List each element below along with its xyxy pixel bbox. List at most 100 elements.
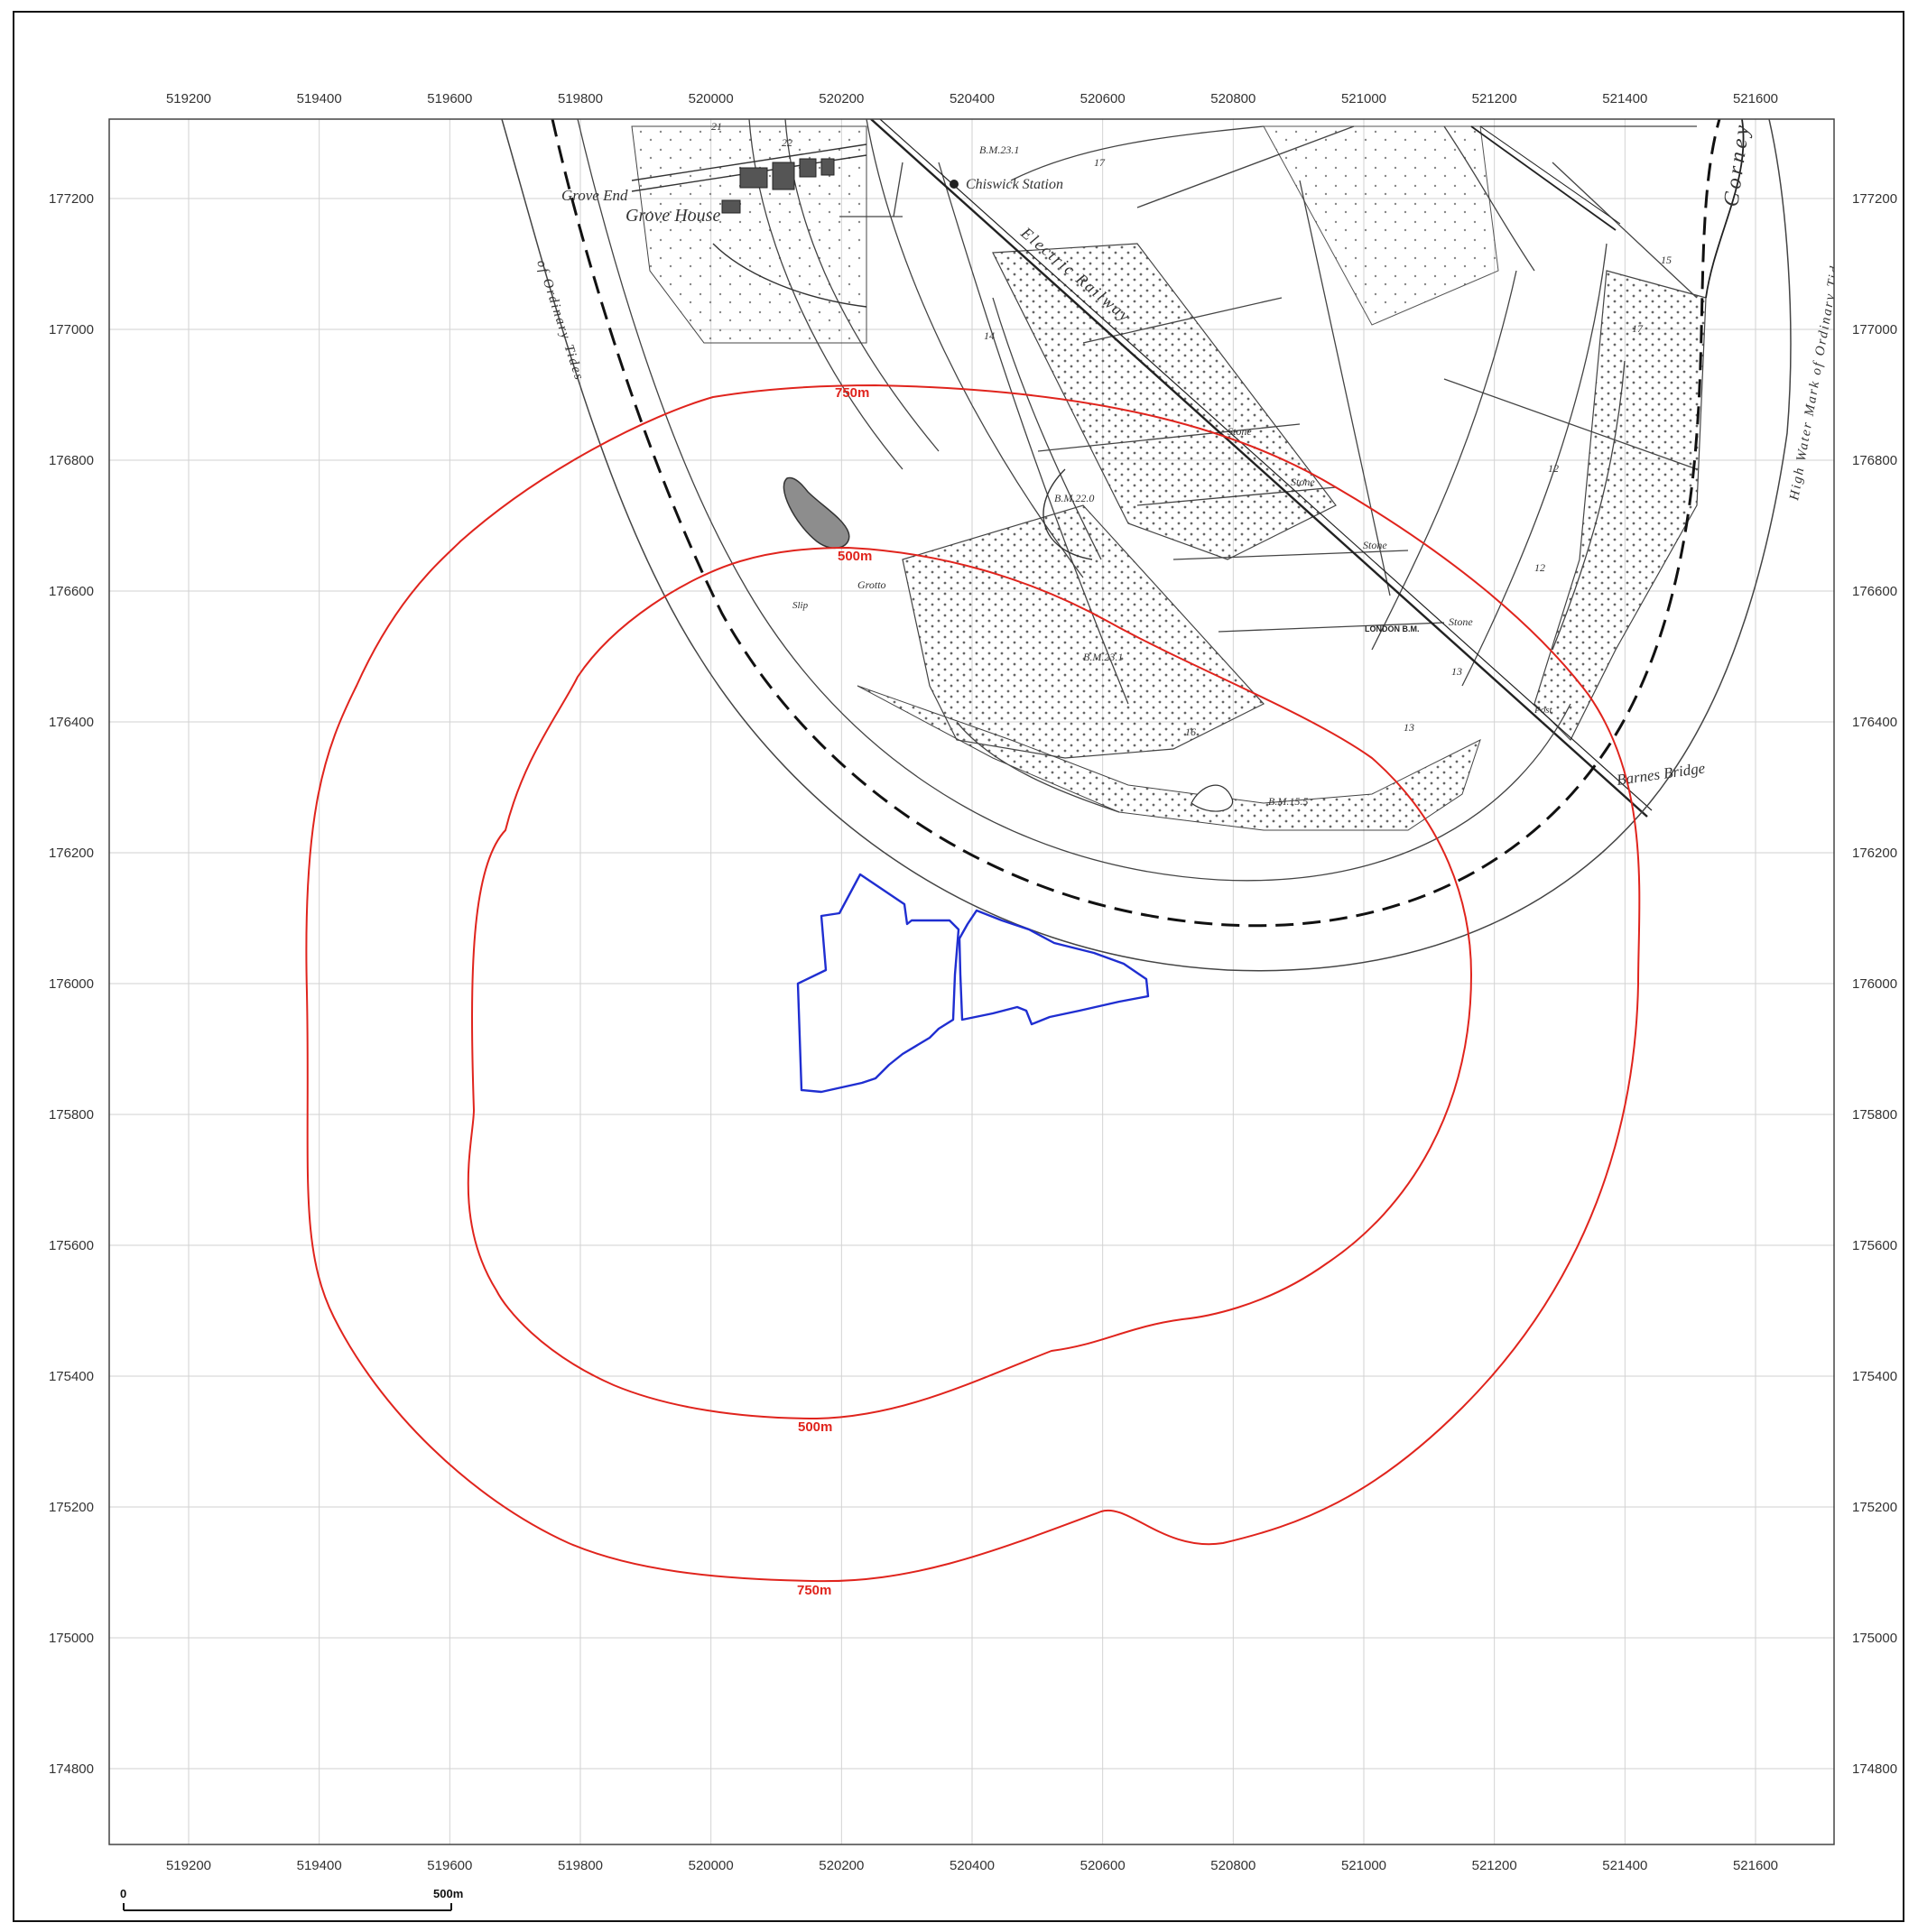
fields-north xyxy=(1263,125,1499,326)
label-high-water-mark: High Water Mark of Ordinary Tides xyxy=(1787,249,1846,503)
label-chiswick-station: Chiswick Station xyxy=(966,177,1063,192)
easting-label: 519200 xyxy=(166,1858,211,1873)
label-plot-12: 12 xyxy=(1548,462,1559,475)
northing-label: 175600 xyxy=(1852,1238,1897,1253)
easting-label: 519600 xyxy=(427,91,472,106)
easting-label: 521000 xyxy=(1341,1858,1386,1873)
lake xyxy=(783,476,850,550)
northing-labels-left: 177200 177000 176800 176600 176400 176200 1760… xyxy=(49,191,94,1777)
northing-label: 176600 xyxy=(49,584,94,599)
easting-label: 520400 xyxy=(950,91,995,106)
label-plot-21: 21 xyxy=(711,120,722,133)
northing-label: 176800 xyxy=(49,453,94,468)
easting-label: 520200 xyxy=(819,91,864,106)
label-barnes-bridge: Barnes Bridge xyxy=(1616,759,1707,789)
label-plot-13b: 13 xyxy=(1404,721,1414,734)
scale-start-label: 0 xyxy=(120,1887,126,1900)
northing-label: 175800 xyxy=(1852,1107,1897,1123)
label-post: Post xyxy=(1533,705,1553,716)
railway-line xyxy=(870,119,1653,818)
northing-label: 175800 xyxy=(49,1107,94,1123)
northing-label: 175000 xyxy=(1852,1631,1897,1646)
grove-house-buildings xyxy=(721,158,835,214)
label-bm-low: B.M.23.1 xyxy=(1083,651,1123,663)
label-bm-top: B.M.23.1 xyxy=(979,143,1019,156)
label-ordinary-tides: of Ordinary Tides xyxy=(533,258,587,383)
map-border xyxy=(108,118,1835,1845)
northing-label: 175200 xyxy=(49,1500,94,1515)
buffer-label-750m-bottom: 750m xyxy=(797,1583,831,1598)
northing-label: 176400 xyxy=(49,715,94,730)
northing-label: 175400 xyxy=(49,1369,94,1384)
northing-label: 176200 xyxy=(1852,846,1897,861)
label-plot-13: 13 xyxy=(1451,665,1462,678)
easting-label: 520000 xyxy=(689,91,734,106)
northing-labels-right: 177200 177000 176800 176600 176400 176200 1760… xyxy=(1852,191,1897,1777)
label-stone-1: Stone xyxy=(1228,425,1252,438)
easting-label: 521600 xyxy=(1733,91,1778,106)
easting-label: 520400 xyxy=(950,1858,995,1873)
historic-map: Grove End Grove House Chiswick Station B… xyxy=(501,119,1846,972)
northing-label: 175200 xyxy=(1852,1500,1897,1515)
easting-label: 520000 xyxy=(689,1858,734,1873)
pond xyxy=(1191,784,1234,812)
easting-label: 521200 xyxy=(1472,91,1517,106)
site-parcel-east xyxy=(958,909,1150,1026)
label-slip: Slip xyxy=(792,600,809,611)
label-plot-17: 17 xyxy=(1094,156,1106,169)
buffer-label-500m-top: 500m xyxy=(838,549,872,564)
label-grove-end: Grove End xyxy=(561,187,628,204)
easting-label: 519600 xyxy=(427,1858,472,1873)
field-boundaries xyxy=(748,119,1698,813)
site-parcel-west xyxy=(796,873,960,1094)
northing-label: 177200 xyxy=(1852,191,1897,207)
easting-label: 519800 xyxy=(558,91,603,106)
easting-label: 519400 xyxy=(297,1858,342,1873)
easting-label: 520800 xyxy=(1210,91,1256,106)
buffer-label-500m-bottom: 500m xyxy=(798,1419,832,1435)
orchard-fields-east xyxy=(1533,270,1707,742)
site-boundary xyxy=(796,873,1150,1094)
label-plot-14: 14 xyxy=(984,329,995,342)
scale-end-label: 500m xyxy=(433,1887,463,1900)
easting-label: 519400 xyxy=(297,91,342,106)
northing-label: 174800 xyxy=(1852,1761,1897,1777)
northing-label: 176400 xyxy=(1852,715,1897,730)
label-london-bm: LONDON B.M. xyxy=(1365,624,1420,633)
northing-label: 174800 xyxy=(49,1761,94,1777)
easting-label: 521400 xyxy=(1602,1858,1647,1873)
label-grotto: Grotto xyxy=(857,578,886,591)
map-frame xyxy=(13,11,1904,1922)
label-plot-22: 22 xyxy=(782,136,792,149)
easting-label: 520600 xyxy=(1080,91,1126,106)
easting-label: 519800 xyxy=(558,1858,603,1873)
northing-label: 177000 xyxy=(49,322,94,337)
northing-label: 176600 xyxy=(1852,584,1897,599)
label-stone-3: Stone xyxy=(1363,539,1387,551)
label-bm-river: B.M.15.5 xyxy=(1268,795,1308,808)
buffer-rings xyxy=(305,384,1641,1583)
label-stone-4: Stone xyxy=(1449,615,1473,628)
label-plot-15: 15 xyxy=(1661,254,1672,266)
buffer-750m xyxy=(305,384,1641,1583)
orchard-fields xyxy=(992,243,1337,560)
northing-label: 176800 xyxy=(1852,453,1897,468)
easting-label: 521400 xyxy=(1602,91,1647,106)
easting-label: 521000 xyxy=(1341,91,1386,106)
easting-label: 521600 xyxy=(1733,1858,1778,1873)
northing-label: 176000 xyxy=(1852,976,1897,992)
northing-label: 175000 xyxy=(49,1631,94,1646)
easting-label: 520800 xyxy=(1210,1858,1256,1873)
label-bm-mid: B.M.22.0 xyxy=(1054,492,1094,504)
scale-bar: 0 500m xyxy=(120,1887,463,1911)
northing-label: 177200 xyxy=(49,191,94,207)
high-water-mark xyxy=(551,119,1721,928)
buffer-500m xyxy=(467,546,1473,1420)
orchard-fields-west xyxy=(631,125,867,344)
easting-label: 521200 xyxy=(1472,1858,1517,1873)
river-bank-inner xyxy=(577,119,1571,882)
easting-label: 520600 xyxy=(1080,1858,1126,1873)
label-plot-16: 16 xyxy=(1185,726,1196,738)
label-corney: Corney xyxy=(1719,120,1755,208)
